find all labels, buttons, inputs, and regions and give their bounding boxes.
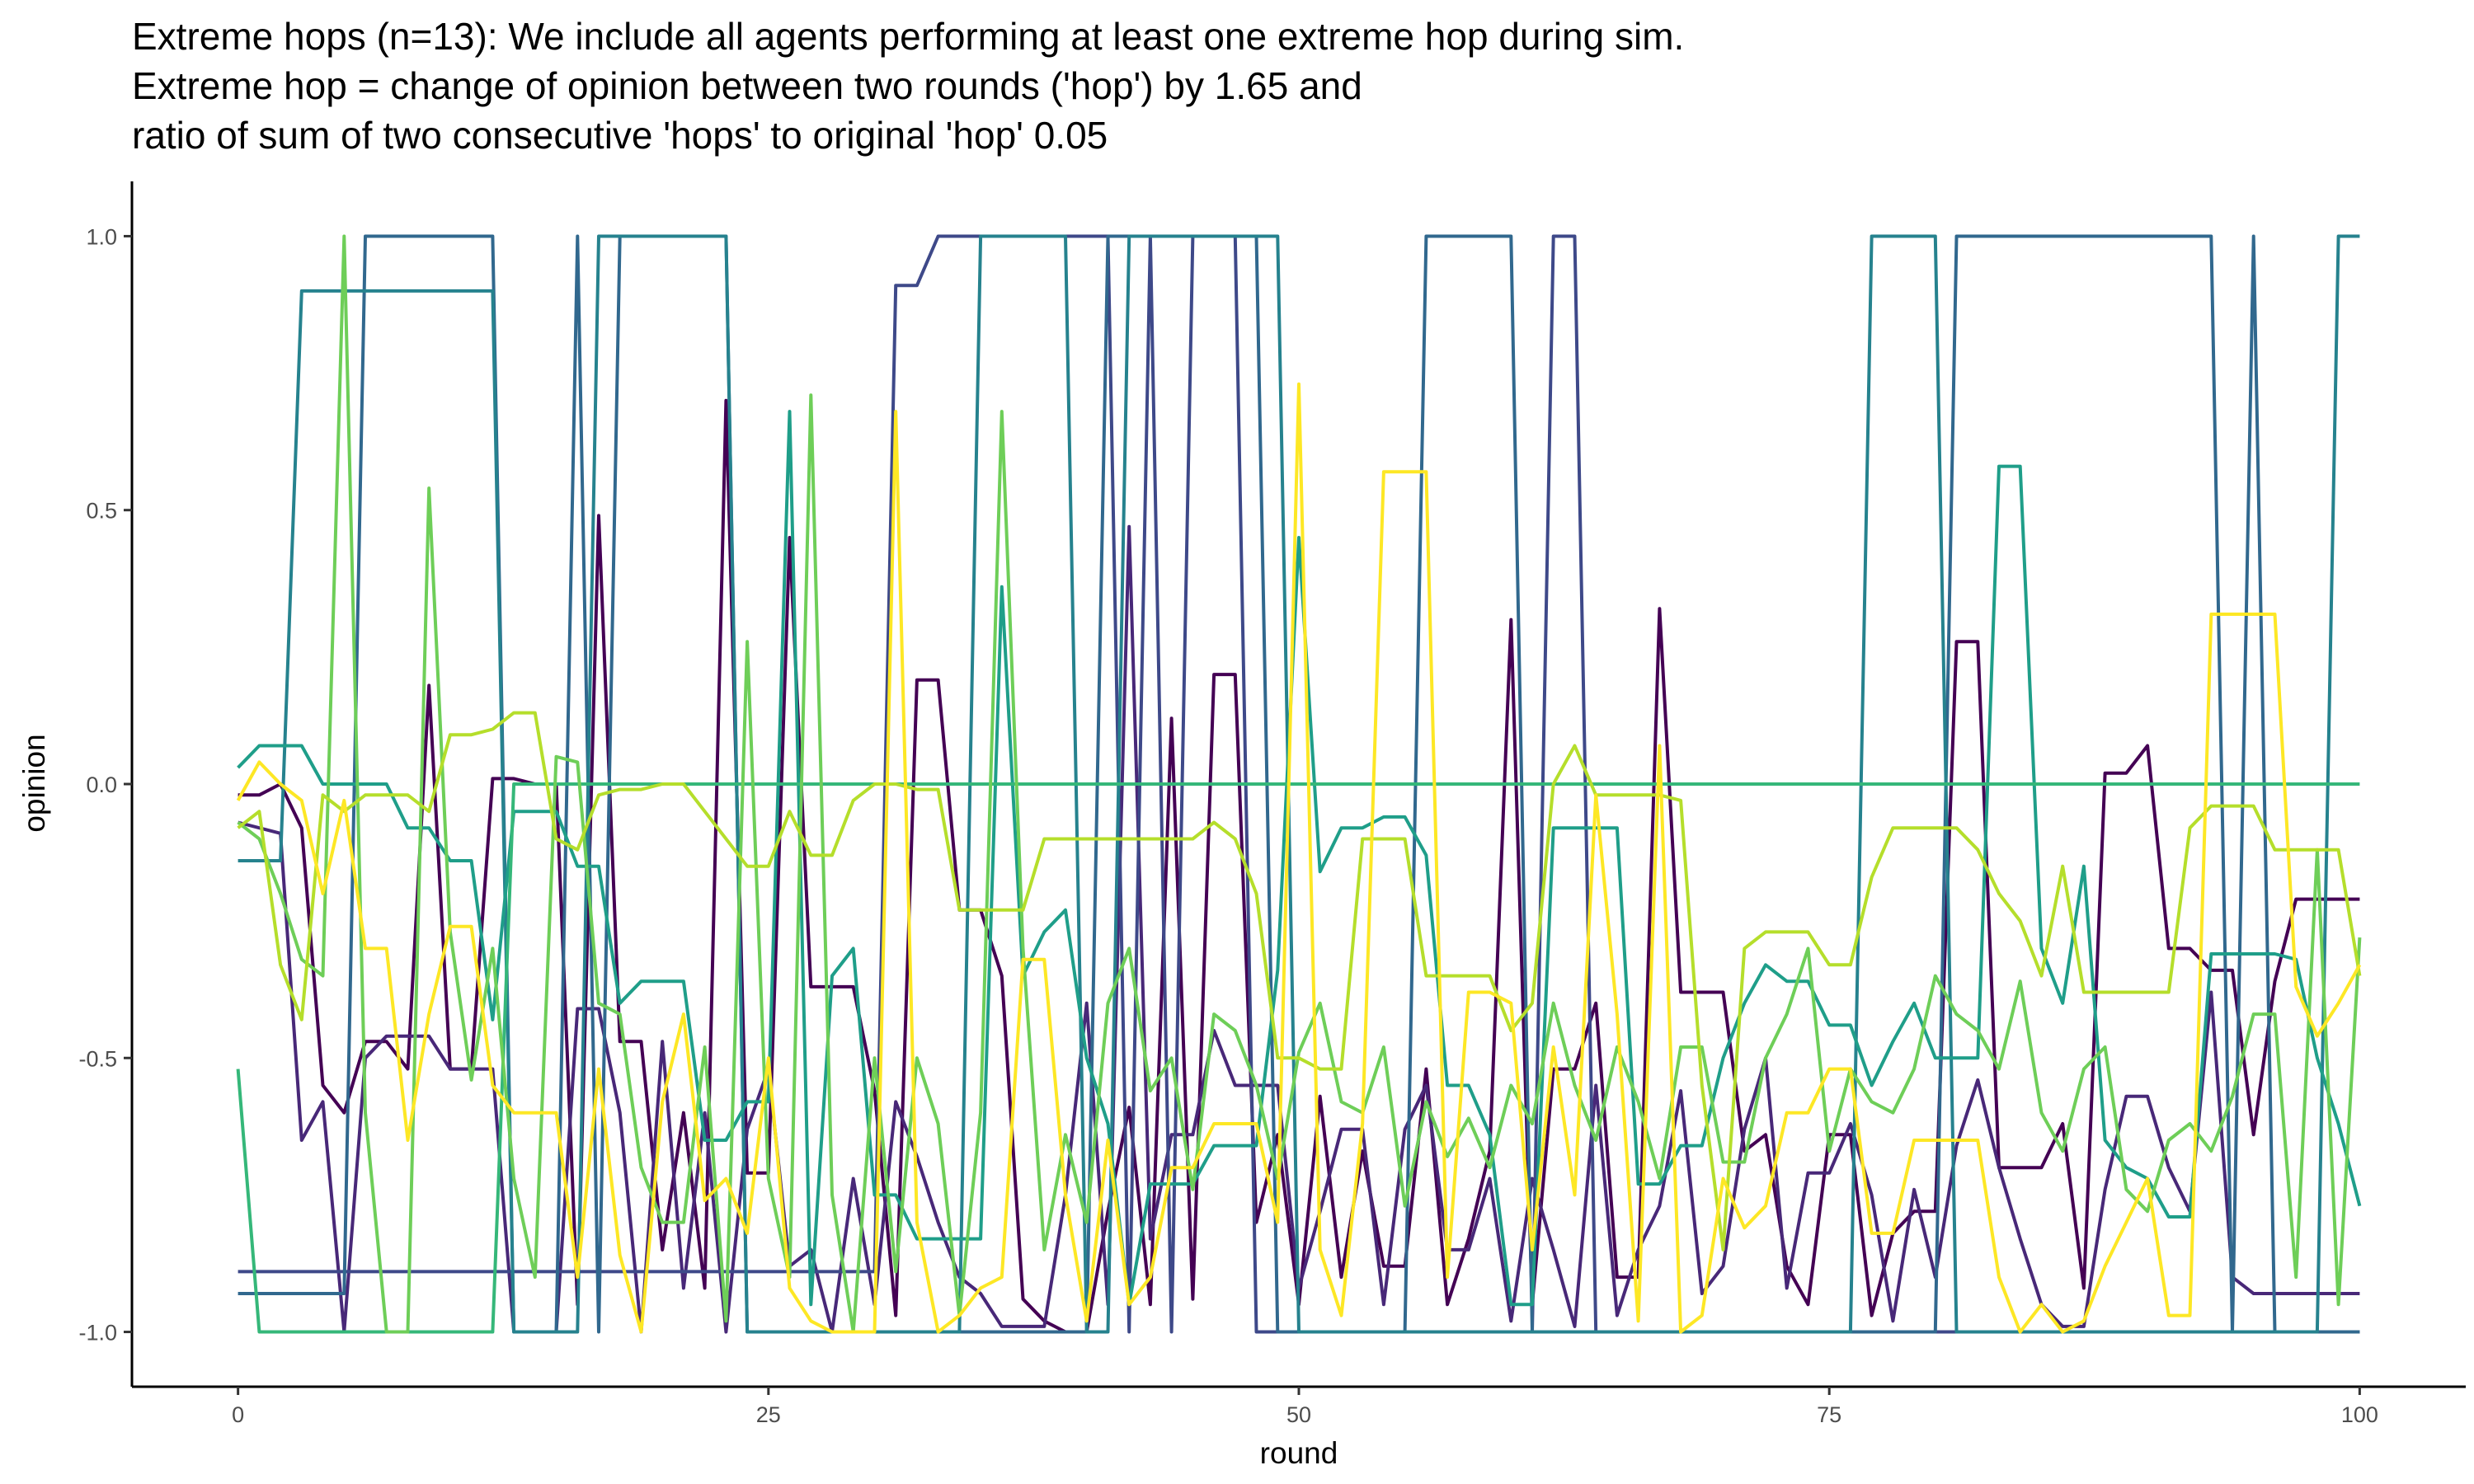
x-tick-label: 75 — [1817, 1402, 1841, 1427]
y-axis-ticks: -1.0 -0.5 0.0 0.5 1.0 — [78, 224, 132, 1345]
x-tick-label: 0 — [232, 1402, 244, 1427]
series-line-5 — [238, 234, 2360, 1334]
title-line-1: Extreme hops (n=13): We include all agen… — [132, 15, 1685, 58]
y-tick-label: 0.5 — [86, 499, 117, 524]
chart-title: Extreme hops (n=13): We include all agen… — [132, 12, 1684, 160]
series-line-8 — [237, 234, 2362, 1334]
series-line-10 — [236, 382, 2362, 1334]
y-tick-label: 1.0 — [86, 224, 117, 249]
title-line-3: ratio of sum of two consecutive 'hops' t… — [132, 114, 1108, 157]
series-line-7 — [236, 782, 2360, 1334]
x-axis-title: round — [1260, 1436, 1338, 1470]
series-lines — [236, 234, 2362, 1334]
x-tick-label: 50 — [1286, 1402, 1311, 1427]
y-tick-label: 0.0 — [86, 773, 117, 797]
y-tick-label: -0.5 — [78, 1046, 117, 1071]
x-tick-label: 100 — [2341, 1402, 2378, 1427]
series-line-6 — [237, 410, 2362, 1307]
y-tick-label: -1.0 — [78, 1321, 117, 1345]
y-axis-title: opinion — [17, 734, 51, 832]
series-line-9 — [237, 711, 2362, 1252]
x-tick-label: 25 — [756, 1402, 781, 1427]
title-line-2: Extreme hop = change of opinion between … — [132, 64, 1362, 107]
x-axis-ticks: 0 25 50 75 100 — [232, 1387, 2378, 1427]
